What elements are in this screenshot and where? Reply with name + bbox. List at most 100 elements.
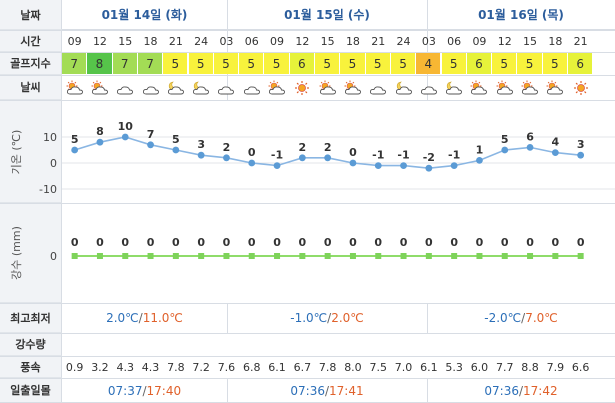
golf-index-cell: 4 xyxy=(416,53,442,74)
weather-cell xyxy=(543,76,568,100)
temperature-point xyxy=(374,162,382,169)
rain-point xyxy=(96,253,103,259)
golf-index-cell: 5 xyxy=(492,53,518,74)
golf-index-cell: 5 xyxy=(163,53,189,74)
divider xyxy=(0,303,615,304)
slash: / xyxy=(142,383,147,398)
wind-speed-cell: 7.2 xyxy=(192,360,210,374)
day-divider xyxy=(427,303,428,333)
rain-value-label: 0 xyxy=(273,236,281,249)
temperature-point xyxy=(172,146,180,154)
weather-cell xyxy=(467,76,492,100)
cloud-icon xyxy=(243,86,260,95)
rain-point xyxy=(349,253,356,259)
golf-index-cell: 6 xyxy=(568,53,594,74)
rain-point xyxy=(299,253,306,259)
rain-point xyxy=(375,253,382,259)
golf-index-cell: 6 xyxy=(289,53,315,74)
rain-value-label: 0 xyxy=(121,236,129,249)
weather-cell xyxy=(189,76,214,100)
time-cell: 15 xyxy=(523,34,538,48)
wind-speed-cell: 7.8 xyxy=(167,360,185,374)
time-cell: 24 xyxy=(194,34,209,48)
wind-speed-cell: 8.0 xyxy=(344,360,362,374)
rain-value-label: 0 xyxy=(96,236,104,249)
slash: / xyxy=(327,311,332,325)
temperature-point xyxy=(476,157,483,164)
temperature-value-label: 5 xyxy=(71,133,79,146)
slash: / xyxy=(138,311,143,325)
y-tick-label: -10 xyxy=(39,183,57,196)
time-cell: 15 xyxy=(118,34,133,48)
weather-cell xyxy=(163,76,188,100)
temperature-value-label: -1 xyxy=(448,149,460,162)
temperature-point xyxy=(71,146,79,154)
temperature-value-label: 4 xyxy=(552,136,560,149)
moon-cloud-icon xyxy=(167,81,184,95)
time-cell: 06 xyxy=(244,34,259,48)
time-cell: 09 xyxy=(270,34,285,48)
rain-value-label: 0 xyxy=(400,236,408,249)
slash: / xyxy=(518,383,524,398)
time-cell: 12 xyxy=(497,34,512,48)
sun-cloud-icon xyxy=(268,80,286,95)
wind-speed-cell: 7.6 xyxy=(217,360,236,374)
rain-point xyxy=(172,253,179,259)
time-cell: 09 xyxy=(472,34,487,48)
sunrise-sunset-label: 일출일몰 xyxy=(0,378,62,403)
weather-cell xyxy=(315,76,340,100)
y-tick-label: 0 xyxy=(50,157,57,170)
weather-cell xyxy=(416,76,441,100)
rain-value-label: 0 xyxy=(299,236,307,249)
cloud-icon xyxy=(142,86,159,95)
sun-day-1: 07:37/17:40 xyxy=(62,378,227,403)
day-divider xyxy=(227,303,228,333)
golf-index-cell: 5 xyxy=(239,53,265,74)
temperature-point xyxy=(450,162,458,169)
temperature-value-label: -2 xyxy=(423,151,435,164)
wind-speed-cell: 7.8 xyxy=(318,360,337,374)
rain-point xyxy=(476,253,483,259)
time-cell: 12 xyxy=(92,34,107,48)
temperature-point xyxy=(425,164,433,172)
minmax-label: 최고최저 xyxy=(0,303,62,333)
temperature-point xyxy=(298,154,306,162)
temperature-value-label: 2 xyxy=(324,141,332,154)
min-temp: -1.0℃ xyxy=(290,311,328,325)
weather-cell xyxy=(62,76,87,100)
golf-index-cell: 5 xyxy=(517,53,543,74)
weather-cell xyxy=(517,76,542,100)
weather-cell xyxy=(290,76,315,100)
rain-value-label: 0 xyxy=(248,236,256,249)
day-header-3: 01월 16일 (목) xyxy=(427,0,615,30)
sun-cloud-icon xyxy=(91,80,108,95)
golf-index-cell: 5 xyxy=(390,53,417,74)
temperature-axis-area xyxy=(0,100,62,203)
divider xyxy=(0,203,615,204)
sun-icon xyxy=(295,81,310,95)
rain-point xyxy=(577,253,584,259)
temperature-point xyxy=(96,138,104,146)
minmax-day-1: 2.0℃/11.0℃ xyxy=(62,303,227,333)
rain-point xyxy=(122,253,129,259)
rain-value-label: 0 xyxy=(450,236,458,249)
divider xyxy=(0,52,615,53)
golf-index-label: 골프지수 xyxy=(0,52,62,75)
rain-value-label: 0 xyxy=(223,236,231,249)
wind-speed-cell: 0.9 xyxy=(65,360,84,374)
weather-cell xyxy=(87,76,112,100)
time-cell: 18 xyxy=(143,34,158,48)
wind-speed-label: 풍속 xyxy=(0,356,62,378)
weather-cell xyxy=(391,76,416,100)
time-cell: 15 xyxy=(320,34,335,48)
golf-index-cell: 8 xyxy=(87,53,113,74)
time-cell: 03 xyxy=(219,34,234,48)
temperature-point xyxy=(273,162,281,169)
sun-cloud-icon xyxy=(470,80,488,95)
wind-speed-cell: 6.8 xyxy=(242,360,261,374)
weather-cell xyxy=(239,76,264,100)
weather-cell xyxy=(492,76,517,100)
temperature-point xyxy=(147,141,154,149)
sun-cloud-icon xyxy=(66,80,83,95)
time-cell: 06 xyxy=(447,34,462,48)
